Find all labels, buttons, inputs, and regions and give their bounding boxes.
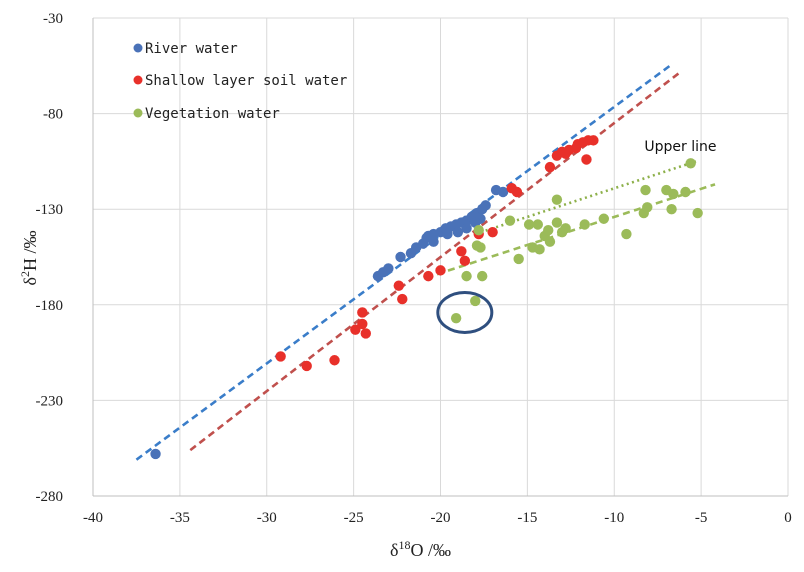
point-river-water <box>428 236 439 247</box>
point-vegetation-water <box>513 253 524 265</box>
point-shallow-layer-soil-water <box>393 280 404 291</box>
y-tick-label: -130 <box>36 202 64 218</box>
point-shallow-layer-soil-water <box>544 161 556 173</box>
point-river-water <box>480 200 491 211</box>
point-shallow-layer-soil-water <box>329 355 340 366</box>
trendline-shallow-soil-water-trend <box>189 72 680 452</box>
point-shallow-layer-soil-water <box>357 318 368 330</box>
point-vegetation-water <box>551 194 563 205</box>
legend-item-vegetation-water: Vegetation water <box>133 106 280 122</box>
legend-marker-vegetation-water <box>133 108 143 118</box>
point-shallow-layer-soil-water <box>581 154 592 165</box>
point-vegetation-water <box>551 217 563 228</box>
legend-item-river-water: River water <box>133 41 238 57</box>
point-vegetation-water <box>534 244 545 255</box>
point-vegetation-water <box>680 186 691 198</box>
y-tick-label: -80 <box>43 107 63 123</box>
legend-label-shallow-soil-water: Shallow layer soil water <box>145 73 347 89</box>
point-shallow-layer-soil-water <box>588 135 599 146</box>
point-shallow-layer-soil-water <box>360 328 371 339</box>
trendline-river-water-trend <box>135 64 671 461</box>
point-vegetation-water <box>475 242 486 253</box>
point-river-water <box>395 251 406 263</box>
point-vegetation-water <box>642 202 653 213</box>
y-tick-label: -280 <box>36 489 64 505</box>
y-tick-label: -180 <box>36 298 64 314</box>
point-shallow-layer-soil-water <box>435 265 446 276</box>
point-shallow-layer-soil-water <box>275 351 286 362</box>
point-shallow-layer-soil-water <box>423 270 434 282</box>
point-vegetation-water <box>560 223 571 234</box>
point-river-water <box>461 223 472 234</box>
y-tick-label: -30 <box>43 11 63 27</box>
point-vegetation-water <box>543 225 554 236</box>
point-vegetation-water <box>477 270 488 282</box>
point-vegetation-water <box>504 215 516 226</box>
y-axis-title-sup: 2 <box>18 271 32 277</box>
point-vegetation-water <box>668 188 679 200</box>
x-axis-title-sup: 18 <box>398 538 410 552</box>
point-vegetation-water <box>640 184 651 196</box>
point-vegetation-water <box>621 228 632 240</box>
point-shallow-layer-soil-water <box>357 307 368 318</box>
point-vegetation-water <box>470 295 481 307</box>
point-river-water <box>497 186 509 198</box>
point-shallow-layer-soil-water <box>511 186 523 198</box>
point-shallow-layer-soil-water <box>456 246 467 257</box>
y-axis-title-base: δ <box>20 277 40 285</box>
point-vegetation-water <box>450 312 462 324</box>
x-tick-label: -5 <box>695 510 708 526</box>
axes: -40 -35 -30 -25 -20 -15 -10 -5 0 -30 -80 -130 -180 -2… <box>36 11 792 526</box>
point-river-water <box>452 226 464 238</box>
point-shallow-layer-soil-water <box>350 324 361 335</box>
point-shallow-layer-soil-water <box>487 226 498 238</box>
point-vegetation-water <box>666 204 677 215</box>
legend-marker-shallow-soil-water <box>133 75 143 85</box>
x-tick-label: -15 <box>517 510 537 526</box>
legend-label-vegetation-water: Vegetation water <box>145 106 280 122</box>
outlier-highlight-ellipse <box>436 290 494 334</box>
x-tick-label: -35 <box>170 510 190 526</box>
point-shallow-layer-soil-water <box>397 293 408 305</box>
y-axis-title-rest: H /‰ <box>20 231 40 272</box>
trendline-vegetation-lower-line <box>436 183 716 276</box>
x-axis-title: δ18O /‰ <box>390 538 451 560</box>
x-tick-label: 0 <box>784 510 792 526</box>
x-tick-label: -30 <box>257 510 277 526</box>
x-tick-label: -10 <box>604 510 624 526</box>
point-shallow-layer-soil-water <box>459 255 471 267</box>
x-axis-title-base: δ <box>390 540 398 560</box>
annotations: Upper line <box>436 139 716 334</box>
legend: River water Shallow layer soil water Veg… <box>133 41 347 122</box>
point-vegetation-water <box>692 207 703 219</box>
x-tick-label: -40 <box>83 510 103 526</box>
legend-item-shallow-soil-water: Shallow layer soil water <box>133 73 347 89</box>
upper-line-annotation: Upper line <box>644 139 716 155</box>
point-vegetation-water <box>473 225 484 236</box>
point-vegetation-water <box>523 219 535 230</box>
point-shallow-layer-soil-water <box>301 360 312 372</box>
data-points <box>150 135 703 460</box>
point-vegetation-water <box>461 270 472 282</box>
point-river-water <box>442 228 453 240</box>
y-axis-title: δ2H /‰ <box>18 231 40 286</box>
point-vegetation-water <box>598 213 610 224</box>
point-vegetation-water <box>579 219 590 230</box>
point-vegetation-water <box>532 219 543 230</box>
x-tick-label: -20 <box>431 510 451 526</box>
y-tick-label: -230 <box>36 393 64 409</box>
point-river-water <box>383 263 394 274</box>
legend-marker-river-water <box>133 43 143 53</box>
x-tick-label: -25 <box>344 510 364 526</box>
legend-label-river-water: River water <box>145 41 238 57</box>
point-river-water <box>150 448 161 460</box>
point-vegetation-water <box>685 158 696 169</box>
x-axis-title-rest: O /‰ <box>410 540 451 560</box>
point-vegetation-water <box>544 236 556 247</box>
